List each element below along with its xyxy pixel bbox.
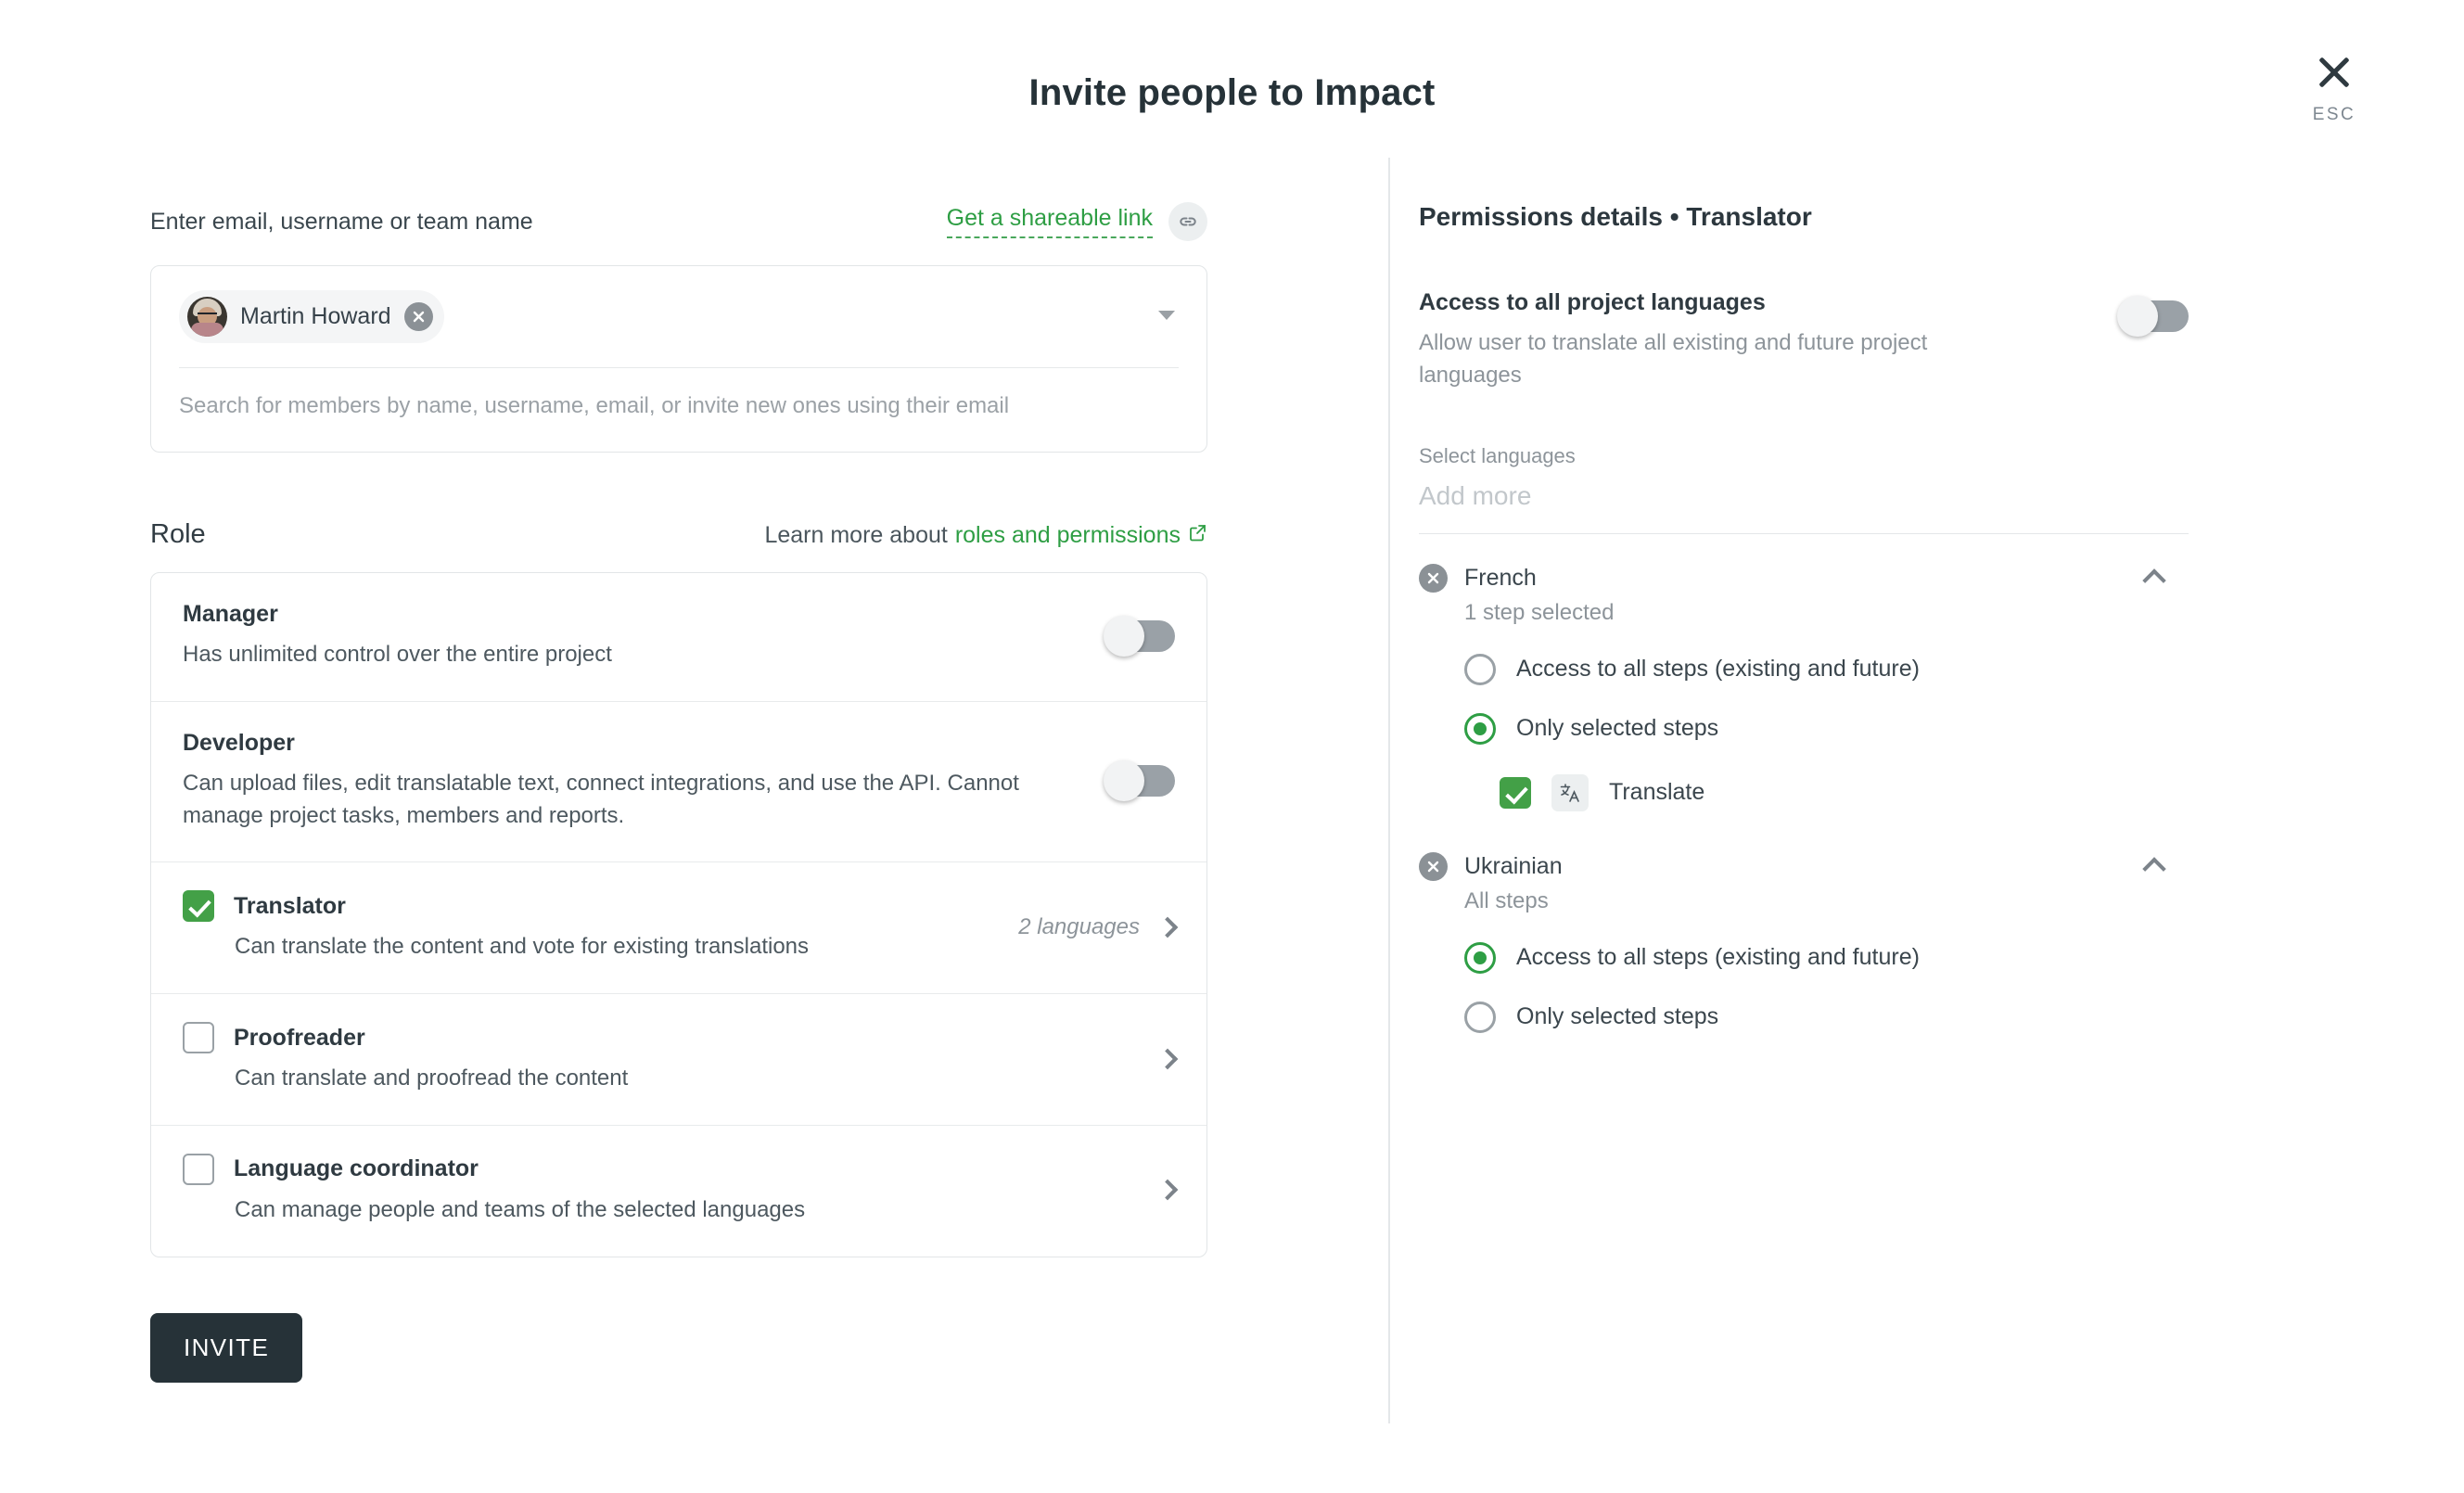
get-shareable-link[interactable]: Get a shareable link	[946, 205, 1153, 238]
step-label: Translate	[1609, 779, 1705, 806]
translator-checkbox[interactable]	[183, 890, 214, 923]
language-coordinator-checkbox[interactable]	[183, 1153, 214, 1185]
developer-toggle[interactable]	[1104, 760, 1175, 802]
radio-button[interactable]	[1464, 712, 1496, 745]
radio-button[interactable]	[1464, 941, 1496, 974]
add-language-input[interactable]: Add more	[1419, 481, 2189, 534]
member-chip[interactable]: Martin Howard	[179, 290, 444, 343]
access-all-description: Allow user to translate all existing and…	[1419, 330, 1928, 388]
ukrainian-option-all-steps[interactable]: Access to all steps (existing and future…	[1419, 941, 2189, 974]
close-circle-icon[interactable]	[1419, 851, 1448, 881]
language-name: French	[1464, 564, 1537, 591]
roles-and-permissions-link[interactable]: roles and permissions	[954, 522, 1181, 548]
radio-button[interactable]	[1464, 1001, 1496, 1033]
panel-divider	[1388, 158, 1390, 1423]
shareable-link-group[interactable]: Get a shareable link	[946, 202, 1207, 241]
role-name: Translator	[234, 892, 346, 919]
access-all-title: Access to all project languages	[1419, 289, 1766, 315]
option-label: Only selected steps	[1516, 715, 1719, 742]
role-description: Can translate the content and vote for e…	[235, 934, 810, 960]
search-label: Enter email, username or team name	[150, 208, 533, 235]
role-row-manager[interactable]: Manager Has unlimited control over the e…	[151, 573, 1206, 702]
chevron-right-icon[interactable]	[1156, 1048, 1179, 1069]
close-circle-icon[interactable]	[1419, 563, 1448, 593]
role-name: Developer	[183, 729, 295, 756]
invite-left-panel: Enter email, username or team name Get a…	[150, 202, 1207, 1383]
french-option-all-steps[interactable]: Access to all steps (existing and future…	[1419, 653, 2189, 685]
role-description: Can upload files, edit translatable text…	[183, 770, 1019, 828]
role-description: Can manage people and teams of the selec…	[235, 1196, 806, 1222]
permissions-panel: Permissions details • Translator Access …	[1419, 202, 2189, 1033]
chevron-up-icon[interactable]	[2142, 568, 2166, 593]
role-name: Manager	[183, 601, 278, 627]
language-summary: All steps	[1464, 887, 1549, 913]
link-icon[interactable]	[1168, 202, 1207, 241]
chevron-right-icon[interactable]	[1156, 1180, 1179, 1201]
french-option-selected-steps[interactable]: Only selected steps	[1419, 712, 2189, 745]
role-list: Manager Has unlimited control over the e…	[150, 572, 1207, 1257]
external-link-icon[interactable]	[1188, 522, 1207, 549]
close-circle-icon[interactable]	[403, 302, 433, 331]
chevron-right-icon[interactable]	[1156, 916, 1179, 938]
chevron-up-icon[interactable]	[2142, 857, 2166, 881]
option-label: Access to all steps (existing and future…	[1516, 656, 1920, 683]
learn-more-group: Learn more about roles and permissions	[764, 522, 1207, 549]
esc-label: ESC	[2312, 105, 2356, 124]
avatar	[187, 297, 227, 337]
access-all-languages-toggle[interactable]	[2117, 296, 2189, 337]
role-row-proofreader[interactable]: Proofreader Can translate and proofread …	[151, 994, 1206, 1126]
caret-down-icon[interactable]	[1158, 311, 1175, 320]
role-row-translator[interactable]: Translator Can translate the content and…	[151, 862, 1206, 995]
select-languages-label: Select languages	[1419, 443, 1576, 467]
step-checkbox[interactable]	[1500, 776, 1531, 809]
french-step-translate[interactable]: Translate	[1419, 773, 2189, 811]
language-block-ukrainian: Ukrainian All steps Access to all steps …	[1419, 851, 2189, 1033]
selected-members-row: Martin Howard	[179, 290, 1179, 368]
member-search-box[interactable]: Martin Howard Search for members by name…	[150, 265, 1207, 453]
option-label: Access to all steps (existing and future…	[1516, 944, 1920, 971]
proofreader-checkbox[interactable]	[183, 1022, 214, 1054]
permissions-title: Permissions details • Translator	[1419, 202, 1812, 231]
role-name: Proofreader	[234, 1024, 365, 1051]
manager-toggle[interactable]	[1104, 615, 1175, 657]
page-title: Invite people to Impact	[1028, 72, 1436, 113]
language-name: Ukrainian	[1464, 852, 1563, 879]
translate-icon	[1551, 773, 1589, 811]
search-header: Enter email, username or team name Get a…	[150, 202, 1207, 241]
translator-language-count: 2 languages	[1018, 913, 1140, 939]
close-button[interactable]: ESC	[2292, 51, 2376, 125]
close-icon[interactable]	[2313, 51, 2355, 94]
radio-button[interactable]	[1464, 653, 1496, 685]
search-input[interactable]: Search for members by name, username, em…	[179, 393, 1010, 418]
learn-more-prefix: Learn more about	[764, 522, 948, 548]
language-block-french: French 1 step selected Access to all ste…	[1419, 563, 2189, 811]
option-label: Only selected steps	[1516, 1003, 1719, 1030]
language-summary: 1 step selected	[1464, 599, 1615, 625]
role-description: Can translate and proofread the content	[235, 1066, 629, 1091]
ukrainian-option-selected-steps[interactable]: Only selected steps	[1419, 1001, 2189, 1033]
role-name: Language coordinator	[234, 1155, 479, 1182]
member-name: Martin Howard	[240, 303, 391, 329]
access-all-languages-row: Access to all project languages Allow us…	[1419, 289, 2189, 392]
role-row-developer[interactable]: Developer Can upload files, edit transla…	[151, 702, 1206, 863]
role-row-language-coordinator[interactable]: Language coordinator Can manage people a…	[151, 1126, 1206, 1257]
invite-button[interactable]: INVITE	[150, 1312, 303, 1383]
role-title: Role	[150, 519, 206, 549]
role-header: Role Learn more about roles and permissi…	[150, 519, 1207, 550]
role-description: Has unlimited control over the entire pr…	[183, 642, 612, 667]
